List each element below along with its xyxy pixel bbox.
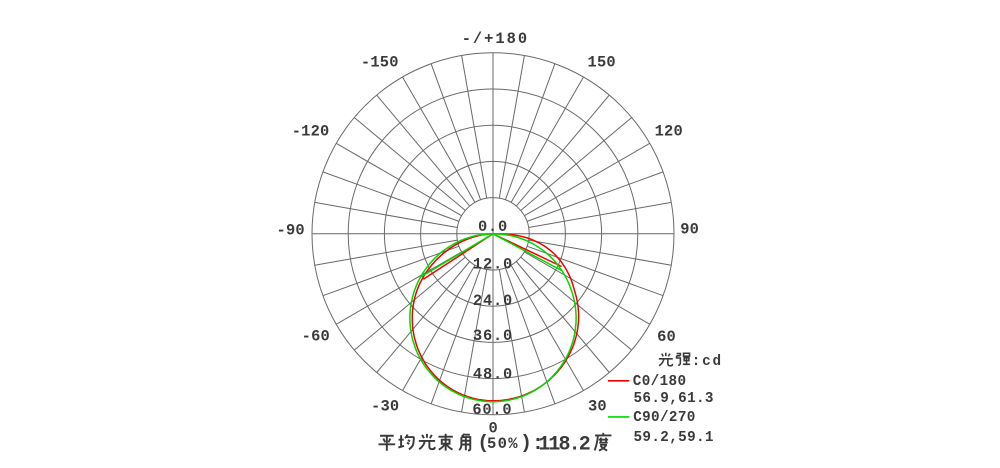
svg-text:48.0: 48.0 (473, 365, 513, 383)
svg-text:24.0: 24.0 (473, 292, 513, 310)
svg-text:-30: -30 (371, 398, 399, 416)
svg-text:C90/270: C90/270 (633, 410, 696, 426)
svg-text:0: 0 (488, 420, 497, 438)
svg-text:30: 30 (588, 398, 607, 416)
svg-text:120: 120 (655, 122, 683, 140)
svg-text:-/+180: -/+180 (462, 30, 529, 48)
svg-text:59.2,59.1: 59.2,59.1 (634, 430, 714, 446)
svg-text:90: 90 (680, 221, 699, 239)
svg-text:60: 60 (657, 328, 676, 346)
svg-text::: : (532, 433, 544, 456)
svg-text:-120: -120 (292, 123, 330, 141)
svg-text:50%: 50% (487, 435, 519, 453)
svg-text:-60: -60 (302, 328, 330, 346)
svg-text:150: 150 (588, 54, 616, 72)
svg-text::cd: :cd (692, 354, 723, 370)
svg-text:56.9,61.3: 56.9,61.3 (634, 391, 714, 407)
svg-text:60.0: 60.0 (472, 401, 512, 419)
svg-text:36.0: 36.0 (473, 327, 513, 345)
svg-text:12.0: 12.0 (473, 256, 513, 274)
svg-text:118.2: 118.2 (538, 433, 589, 456)
svg-text:C0/180: C0/180 (633, 374, 687, 390)
svg-text:): ) (520, 432, 532, 454)
svg-text:-150: -150 (361, 54, 399, 72)
svg-text:(: ( (477, 432, 489, 454)
svg-text:-90: -90 (277, 221, 305, 239)
svg-text:0.0: 0.0 (478, 218, 508, 236)
